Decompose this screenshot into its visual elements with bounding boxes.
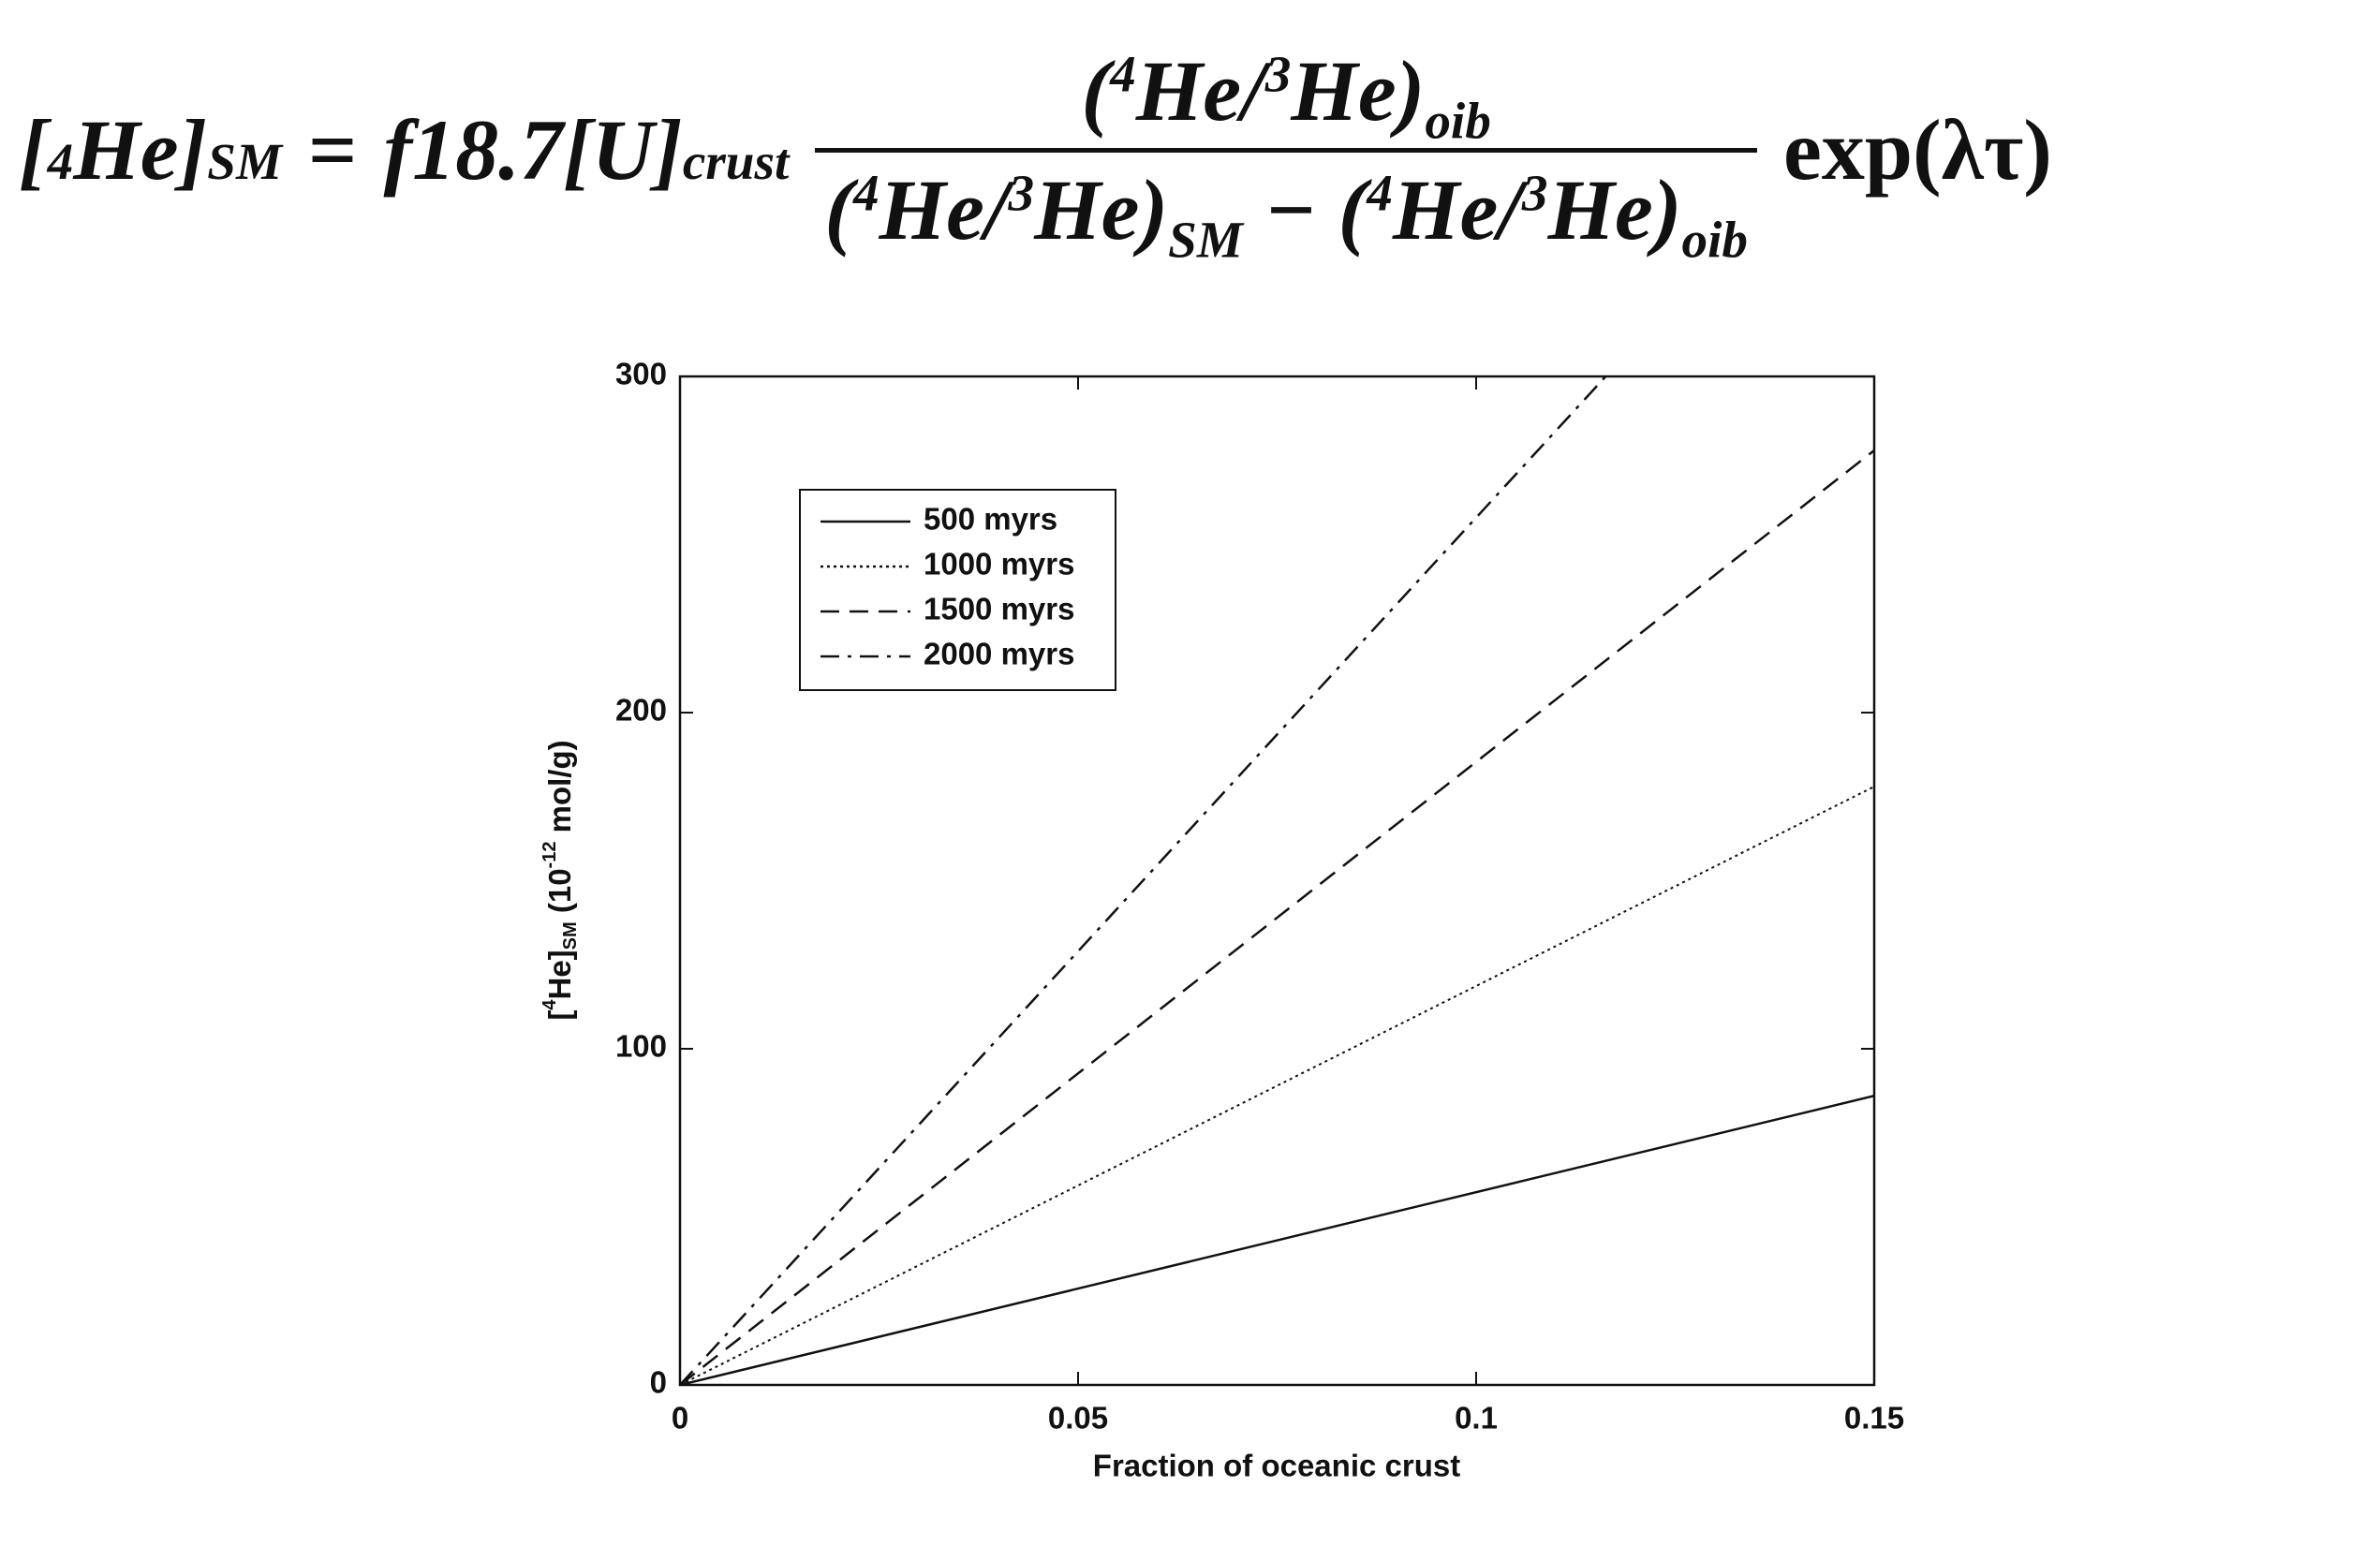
x-tick-label: 0.15	[1844, 1401, 1904, 1436]
line	[680, 376, 1608, 1385]
y-tick-label: 100	[615, 1029, 667, 1064]
y-axis-label-part: He]	[542, 950, 577, 999]
legend-box	[799, 489, 1116, 691]
line	[680, 786, 1874, 1385]
x-axis-label: Fraction of oceanic crust	[1093, 1449, 1460, 1483]
legend-label: 2000 myrs	[924, 637, 1074, 671]
formula-text: (	[1081, 42, 1111, 139]
legend-label: 1000 myrs	[924, 547, 1074, 582]
formula-text: f18.7[U]	[383, 102, 683, 198]
formula-factor: f18.7[U] crust	[383, 102, 790, 198]
line	[680, 1095, 1874, 1385]
formula-text: He]	[73, 102, 208, 198]
x-tick-label: 0	[672, 1401, 688, 1436]
formula-exp: exp(λτ)	[1783, 102, 2052, 198]
formula-text: oib	[1425, 91, 1491, 149]
formula-text: 3	[1521, 164, 1548, 222]
legend-label: 500 myrs	[924, 502, 1057, 537]
formula-text: SM	[1168, 210, 1243, 268]
formula-text: 3	[1008, 164, 1035, 222]
formula-text: [	[19, 102, 48, 198]
y-axis-label-part: mol/g)	[542, 740, 577, 841]
y-axis-label-part: -12	[540, 842, 560, 869]
y-tick-label: 200	[615, 693, 667, 728]
formula-eq: =	[308, 102, 358, 198]
formula-denominator: (4He/3He)SM − (4He/3He)oib	[815, 147, 1758, 265]
formula-text: 4	[1367, 164, 1393, 222]
x-tick-label: 0.05	[1048, 1401, 1108, 1436]
plot-frame	[678, 375, 1876, 1387]
line	[680, 449, 1874, 1385]
y-tick-label: 0	[650, 1365, 667, 1400]
formula-text: 4	[852, 164, 880, 222]
y-axis-label: [4He]SM (10-12 mol/g)	[540, 740, 581, 1020]
y-axis-label-part: [	[542, 1010, 577, 1021]
formula-text: 3	[1264, 45, 1292, 103]
y-axis-label-part: (10	[542, 868, 577, 921]
formula-text: He)	[1034, 161, 1169, 258]
formula-fraction: (4He/3He)oib (4He/3He)SM − (4He/3He)oib	[815, 41, 1758, 265]
formula-lhs: [4 He] SM	[19, 102, 283, 198]
y-axis-label-part: SM	[560, 921, 581, 950]
plot-lines	[680, 376, 1874, 1385]
legend-label: 1500 myrs	[924, 592, 1074, 626]
formula-text: He/	[1392, 161, 1522, 258]
x-tick-label: 0.1	[1455, 1401, 1498, 1436]
formula-text: He)	[1547, 161, 1682, 258]
formula-text: (	[824, 161, 853, 258]
formula-text: − (	[1242, 161, 1367, 258]
y-axis-label-part: 4	[540, 999, 560, 1010]
formula-text: He/	[879, 161, 1009, 258]
formula-text: He)	[1291, 42, 1426, 139]
formula-text: 4	[1110, 45, 1136, 103]
y-tick-label: 300	[615, 357, 667, 391]
formula-text: oib	[1681, 210, 1749, 268]
formula-text: He/	[1135, 42, 1265, 139]
formula-numerator: (4He/3He)oib	[1072, 41, 1500, 148]
formula: [4 He] SM = f18.7[U] crust (4He/3He)oib (4He/3H…	[19, 37, 2360, 265]
